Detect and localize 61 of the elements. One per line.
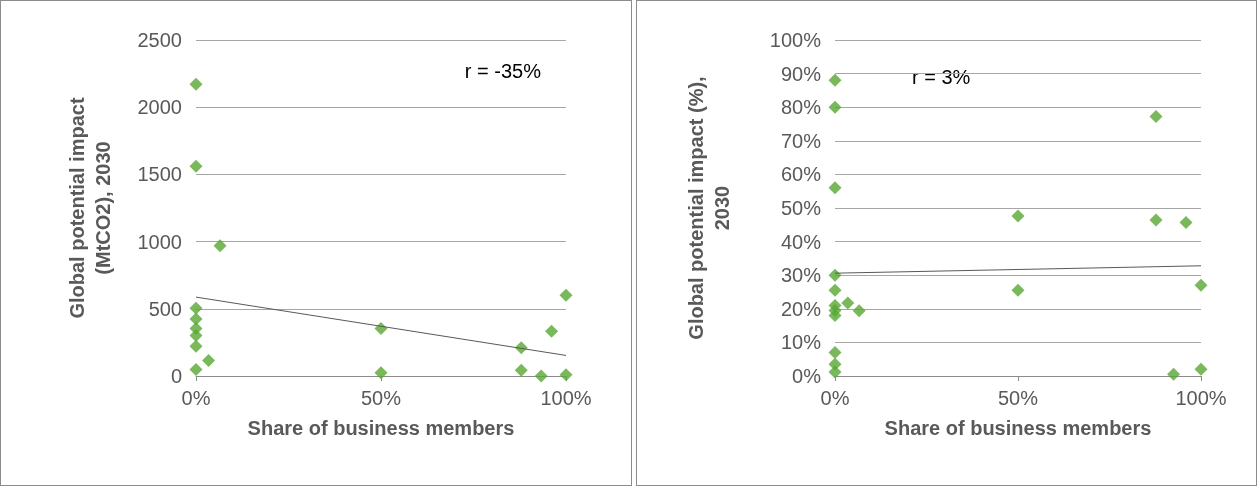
- point: [545, 324, 559, 338]
- point: [1149, 110, 1163, 124]
- point: [374, 366, 388, 380]
- y-tick-label: 100%: [769, 29, 822, 51]
- y-tick-label: 500: [148, 297, 182, 320]
- point: [828, 100, 842, 114]
- x-tick-label: 0%: [181, 387, 211, 409]
- y-tick-label: 30%: [780, 264, 822, 287]
- y-tick-label: 1000: [137, 230, 182, 253]
- point: [189, 339, 203, 353]
- point: [202, 353, 216, 367]
- point: [534, 369, 548, 383]
- point: [559, 368, 573, 382]
- point: [1194, 362, 1208, 376]
- y-axis-title: Global potential impact (%), 2030: [685, 76, 733, 340]
- point: [1167, 367, 1181, 381]
- point: [189, 301, 203, 315]
- point: [828, 365, 842, 379]
- point: [189, 312, 203, 326]
- y-tick-label: 70%: [780, 129, 822, 152]
- point: [189, 159, 203, 173]
- x-tick-label: 50%: [997, 387, 1039, 409]
- point: [828, 268, 842, 282]
- annotation: r = -35%: [464, 60, 542, 82]
- y-tick-label: 40%: [780, 230, 822, 253]
- x-tick-label: 100%: [540, 387, 592, 409]
- point: [841, 296, 855, 310]
- y-axis-title: Global potential impact (MtCO2), 2030: [66, 97, 114, 319]
- y-tick-label: 60%: [780, 163, 822, 186]
- x-axis-title: Share of business members: [884, 417, 1152, 439]
- y-tick-label: 90%: [780, 62, 822, 85]
- point: [189, 362, 203, 376]
- x-tick-label: 0%: [820, 387, 850, 409]
- point: [828, 345, 842, 359]
- y-tick-label: 0: [170, 365, 182, 387]
- point: [1194, 278, 1208, 292]
- point: [189, 77, 203, 91]
- x-tick-label: 100%: [1175, 387, 1227, 409]
- y-tick-label: 2000: [137, 96, 182, 119]
- point: [1179, 215, 1193, 229]
- x-axis-title: Share of business members: [247, 417, 515, 439]
- point: [828, 283, 842, 297]
- point: [559, 288, 573, 302]
- point: [852, 304, 866, 318]
- point: [1011, 209, 1025, 223]
- y-tick-label: 1500: [137, 163, 182, 186]
- y-tick-label: 2500: [137, 29, 182, 51]
- y-tick-label: 50%: [780, 197, 822, 219]
- point: [828, 309, 842, 323]
- x-tick-label: 50%: [360, 387, 402, 409]
- point: [828, 181, 842, 195]
- point: [213, 239, 227, 253]
- point: [1011, 283, 1025, 297]
- point: [1149, 213, 1163, 227]
- y-tick-label: 80%: [780, 96, 822, 119]
- y-tick-label: 0%: [792, 365, 822, 387]
- y-tick-label: 20%: [780, 297, 822, 320]
- point: [514, 363, 528, 377]
- point: [828, 73, 842, 87]
- y-tick-label: 10%: [780, 331, 822, 354]
- point: [189, 329, 203, 343]
